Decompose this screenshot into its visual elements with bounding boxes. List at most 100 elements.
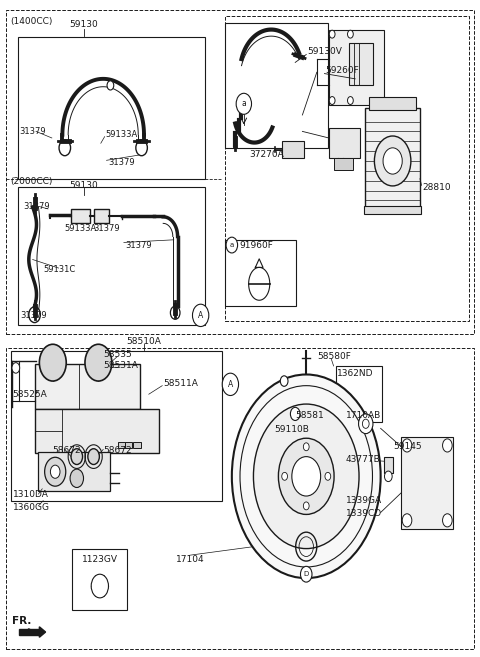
Text: a: a <box>241 99 246 108</box>
Circle shape <box>282 472 288 480</box>
Circle shape <box>280 376 288 386</box>
Text: 31379: 31379 <box>125 240 151 250</box>
Circle shape <box>303 443 309 451</box>
Circle shape <box>71 449 83 464</box>
Circle shape <box>192 304 209 327</box>
Circle shape <box>303 502 309 510</box>
Bar <box>384 457 393 473</box>
Circle shape <box>362 419 369 428</box>
Text: A: A <box>228 380 233 389</box>
Bar <box>225 240 296 306</box>
Circle shape <box>443 439 452 452</box>
Text: 31379: 31379 <box>94 224 120 233</box>
Circle shape <box>348 30 353 38</box>
Text: 31379: 31379 <box>23 202 49 211</box>
Bar <box>71 209 90 223</box>
Text: a: a <box>230 242 234 248</box>
Circle shape <box>88 449 99 464</box>
Circle shape <box>136 140 147 156</box>
Circle shape <box>402 439 412 452</box>
Text: 1710AB: 1710AB <box>346 411 381 420</box>
Text: 59131C: 59131C <box>43 265 75 274</box>
Text: 59130: 59130 <box>70 181 98 190</box>
Text: 37270A: 37270A <box>250 150 284 159</box>
Bar <box>72 549 127 610</box>
Text: 59260F: 59260F <box>325 66 359 76</box>
Text: 31379: 31379 <box>108 158 134 168</box>
Text: 1362ND: 1362ND <box>337 369 373 378</box>
Circle shape <box>91 574 108 598</box>
Circle shape <box>70 469 84 487</box>
Bar <box>125 442 132 448</box>
Circle shape <box>384 471 392 482</box>
Text: 59130V: 59130V <box>307 47 342 57</box>
Bar <box>38 452 110 491</box>
Circle shape <box>107 81 114 90</box>
Bar <box>334 158 353 170</box>
Circle shape <box>290 407 300 420</box>
Circle shape <box>29 307 40 323</box>
Text: 91960F: 91960F <box>239 240 273 250</box>
Bar <box>6 10 474 334</box>
Text: 31379: 31379 <box>20 311 47 320</box>
Text: 43777B: 43777B <box>346 455 380 464</box>
Text: 1310DA: 1310DA <box>13 489 49 499</box>
Circle shape <box>348 97 353 104</box>
Polygon shape <box>19 629 39 635</box>
Bar <box>118 442 125 448</box>
Circle shape <box>232 374 381 578</box>
Bar <box>329 128 360 158</box>
Text: 1339CD: 1339CD <box>346 509 382 518</box>
Text: 58672: 58672 <box>52 446 81 455</box>
Text: 58580F: 58580F <box>317 351 351 361</box>
Bar <box>18 37 205 179</box>
Bar <box>6 348 474 649</box>
Circle shape <box>12 363 20 373</box>
Text: 1123GV: 1123GV <box>82 555 118 564</box>
Bar <box>94 209 109 223</box>
Text: (2000CC): (2000CC) <box>11 177 53 187</box>
Circle shape <box>39 344 66 381</box>
Text: 58535: 58535 <box>103 350 132 359</box>
Bar <box>225 23 328 148</box>
Bar <box>349 43 373 85</box>
Circle shape <box>402 514 412 527</box>
Bar <box>35 409 159 453</box>
Text: 58672: 58672 <box>103 446 132 455</box>
Circle shape <box>300 566 312 582</box>
Bar <box>18 187 205 325</box>
Circle shape <box>325 472 331 480</box>
Bar <box>401 437 453 529</box>
Circle shape <box>383 148 402 174</box>
Bar <box>364 206 421 214</box>
Text: 59130: 59130 <box>70 20 98 30</box>
Text: 59110B: 59110B <box>275 425 310 434</box>
Circle shape <box>170 306 180 319</box>
Circle shape <box>253 404 359 549</box>
Circle shape <box>236 93 252 114</box>
Circle shape <box>329 30 335 38</box>
Text: 58531A: 58531A <box>103 361 138 370</box>
Text: 28810: 28810 <box>422 183 451 192</box>
Text: 58510A: 58510A <box>127 337 161 346</box>
Circle shape <box>226 237 238 253</box>
Bar <box>35 364 140 409</box>
Circle shape <box>329 97 335 104</box>
Text: 1339GA: 1339GA <box>346 496 382 505</box>
Circle shape <box>278 438 334 514</box>
Text: 58581: 58581 <box>295 411 324 420</box>
Bar <box>329 30 384 105</box>
Text: FR.: FR. <box>12 616 31 626</box>
Circle shape <box>222 373 239 396</box>
Text: 59133A: 59133A <box>106 129 138 139</box>
Circle shape <box>85 344 112 381</box>
Circle shape <box>292 457 321 496</box>
Bar <box>11 351 222 501</box>
Bar <box>365 108 420 210</box>
Text: 58511A: 58511A <box>163 379 198 388</box>
Text: 17104: 17104 <box>176 555 204 564</box>
Bar <box>282 141 304 158</box>
Text: 59133A: 59133A <box>65 224 97 233</box>
Circle shape <box>374 136 411 186</box>
Text: A: A <box>198 311 203 320</box>
